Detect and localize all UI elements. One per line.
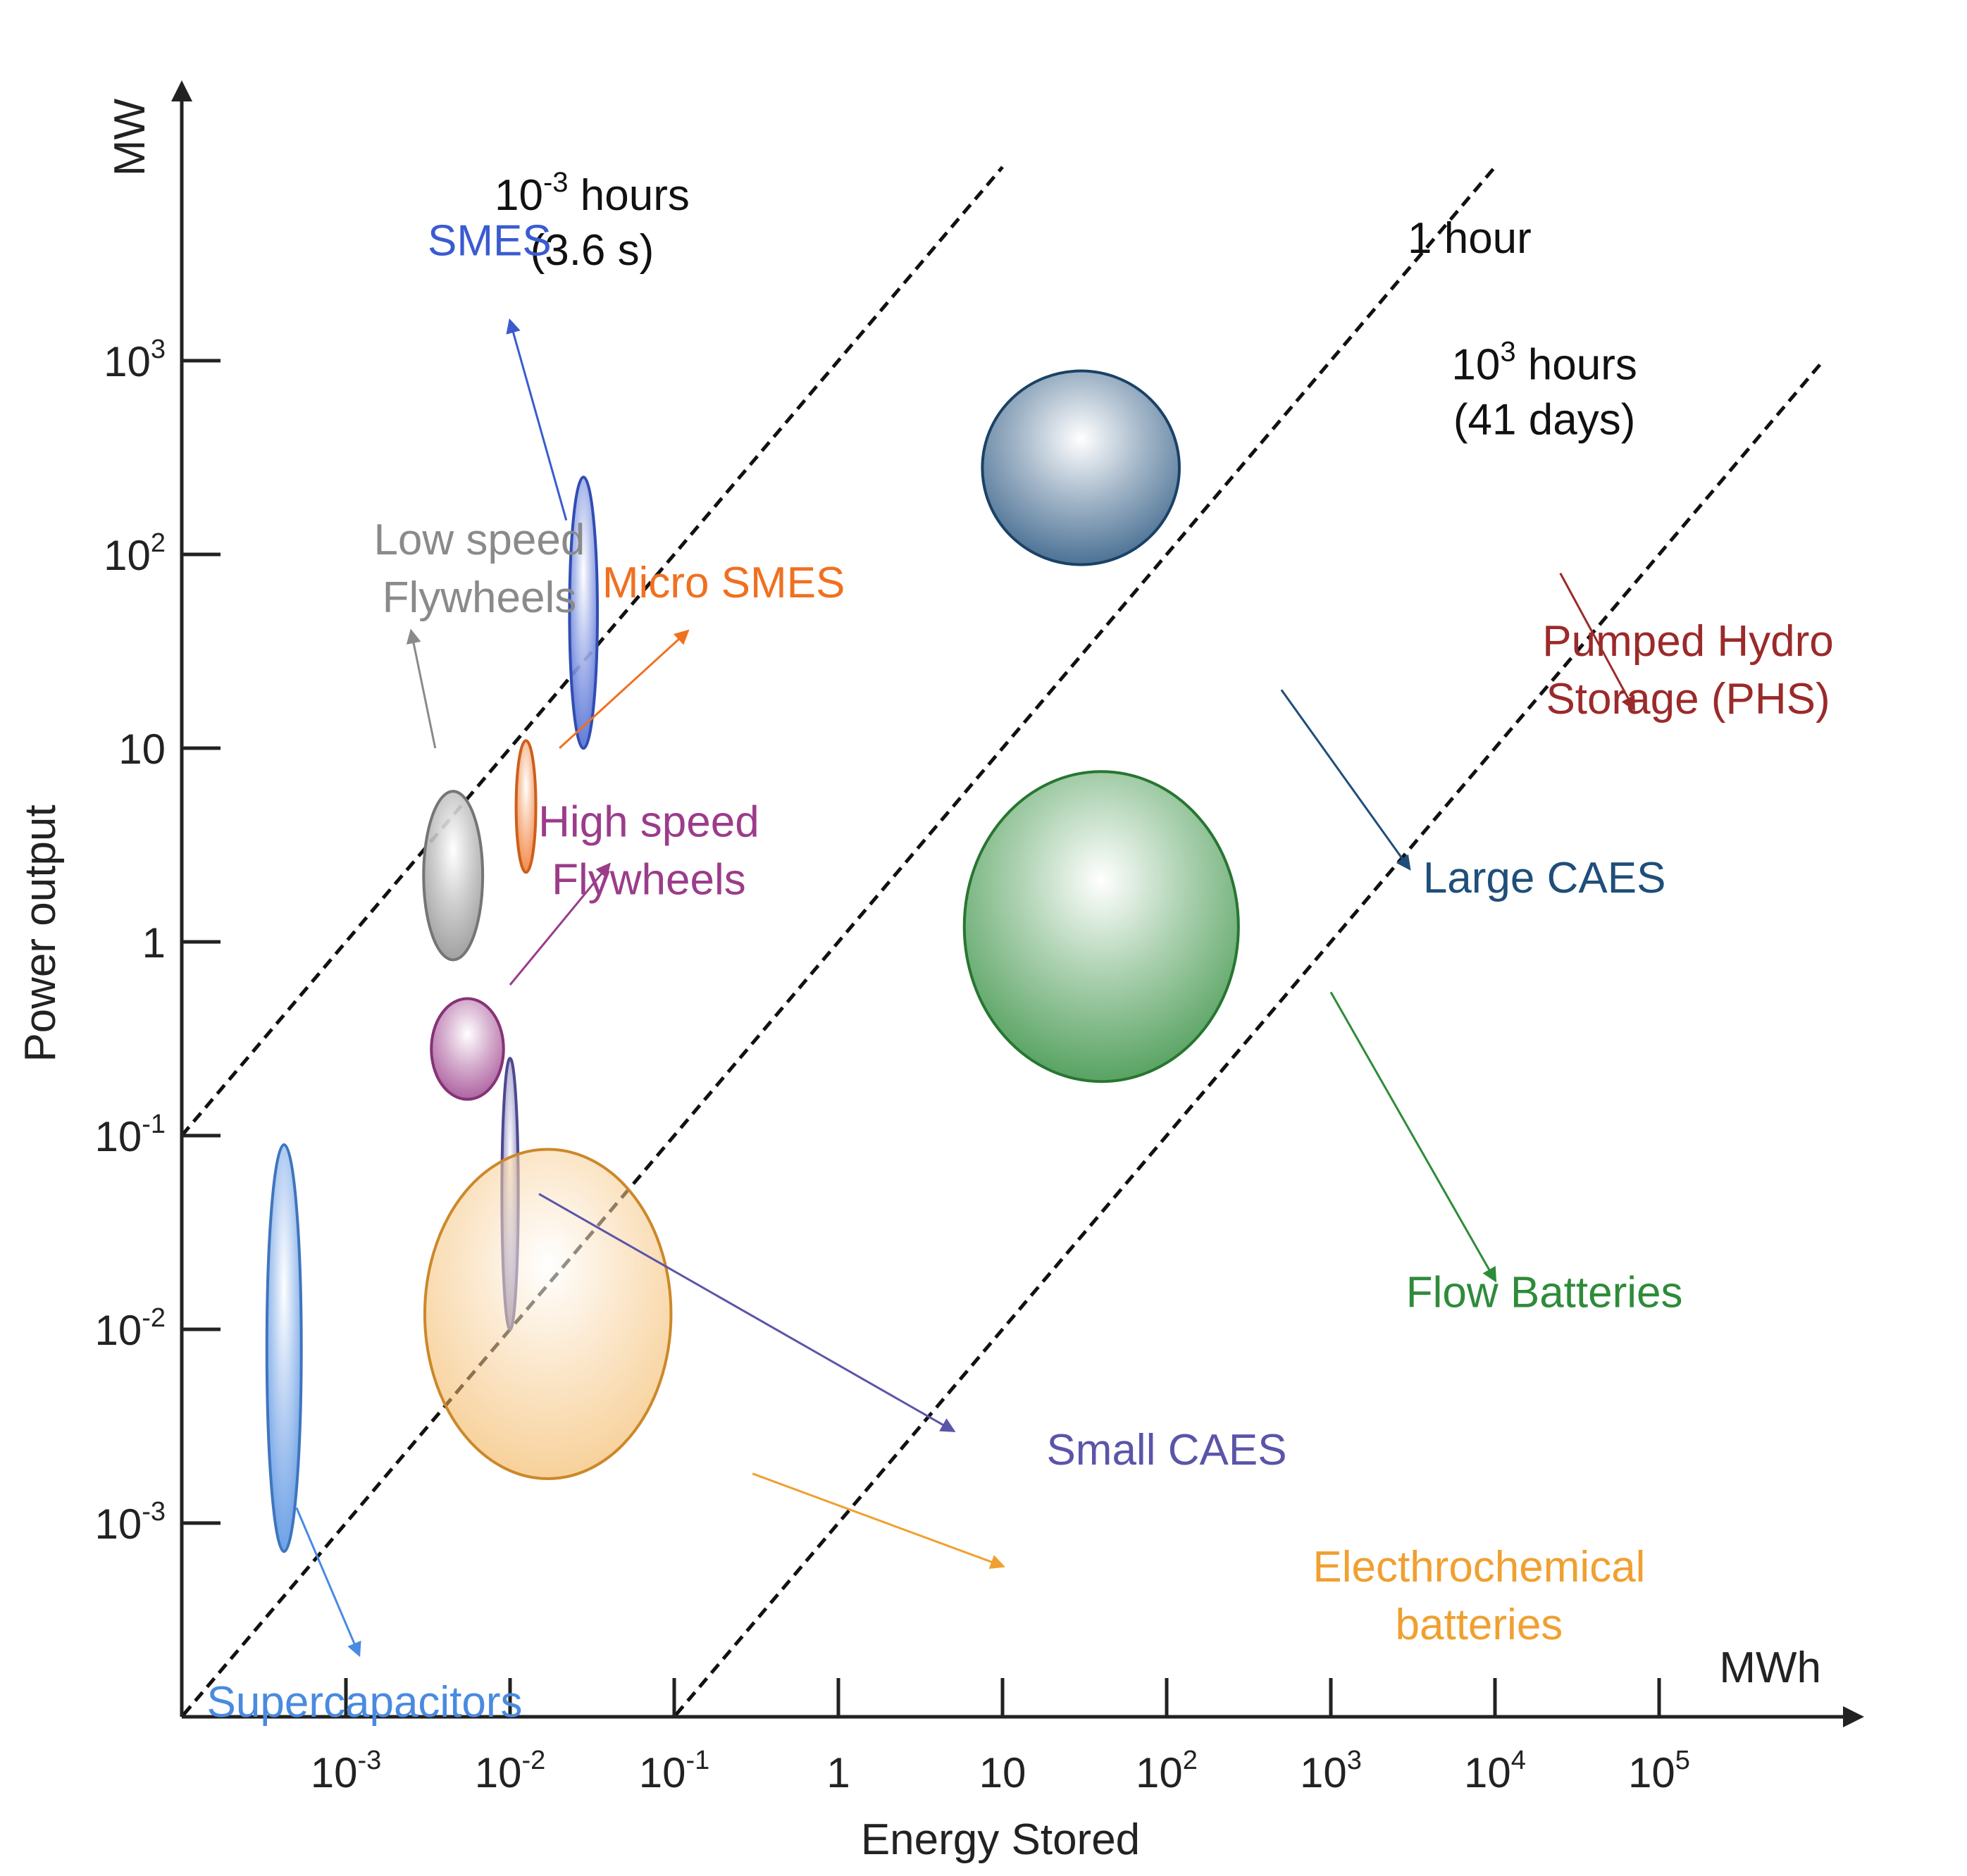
region-smes (568, 476, 599, 750)
x-tick-label: 10 (979, 1749, 1026, 1796)
duration-label: 10-3 hours (495, 167, 690, 220)
label-smes: SMES (428, 216, 552, 265)
label-micro-smes: Micro SMES (602, 559, 845, 607)
label-pumped-hydro-storage-phs: Storage (PHS) (1546, 675, 1830, 723)
label-electhrochemical-batteries: batteries (1396, 1601, 1563, 1649)
leader-pumped-hydro-storage-phs (1559, 572, 1635, 712)
region-flow-batteries (962, 770, 1240, 1083)
duration-line (674, 359, 1825, 1716)
y-tick-label: 1 (142, 919, 166, 967)
leader-micro-smes (559, 629, 690, 750)
leader-arrows-layer (295, 318, 1635, 1658)
x-tick-label: 102 (1136, 1746, 1198, 1796)
region-large-caes (981, 369, 1181, 566)
duration-line (182, 166, 1496, 1716)
x-tick-label: 10-2 (475, 1746, 546, 1796)
tick-layer: 10-3 10-2 10-1 1 10 102 103 104 105 10-3 10-2 10-1 1… (94, 335, 1689, 1796)
x-tick-label: 10-1 (639, 1746, 710, 1796)
region-electhrochemical-batteries (423, 1148, 673, 1480)
label-low-speed-flywheels: Low speed (373, 516, 585, 564)
x-tick-label: 103 (1300, 1746, 1362, 1796)
label-electhrochemical-batteries: Electhrochemical (1313, 1543, 1645, 1591)
labels-layer: 10-3 hours (3.6 s) 1 hour 103 hours (41 days… (207, 167, 1834, 1727)
leader-large-caes (1280, 689, 1411, 871)
x-axis-title: Energy Stored (861, 1815, 1140, 1864)
label-large-caes: Large CAES (1423, 854, 1666, 902)
region-supercapacitors (265, 1143, 303, 1553)
x-tick-label: 1 (826, 1749, 850, 1796)
technology-regions-layer (265, 369, 1240, 1553)
region-high-speed-flywheels (430, 997, 505, 1101)
leader-low-speed-flywheels (406, 628, 437, 749)
duration-label: 103 hours (1451, 337, 1637, 390)
label-supercapacitors: Supercapacitors (207, 1678, 523, 1727)
y-tick-label: 10-3 (94, 1497, 166, 1548)
leader-electhrochemical-batteries (752, 1472, 1005, 1570)
leader-small-caes (538, 1193, 956, 1432)
x-tick-label: 104 (1464, 1746, 1526, 1796)
label-high-speed-flywheels: Flywheels (552, 855, 746, 904)
leader-flow-batteries (1329, 991, 1497, 1283)
axes-layer: Energy Stored MWh Power output MW (16, 80, 1864, 1864)
region-low-speed-flywheels (422, 790, 485, 962)
x-tick-label: 105 (1628, 1746, 1690, 1796)
duration-label: (41 days) (1453, 396, 1635, 445)
y-tick-label: 10-2 (94, 1303, 166, 1354)
duration-label: (3.6 s) (530, 226, 654, 275)
y-tick-label: 10-1 (94, 1110, 166, 1160)
leader-supercapacitors (295, 1507, 361, 1658)
y-axis-title: Power output (16, 805, 65, 1062)
label-small-caes: Small CAES (1046, 1426, 1286, 1474)
label-low-speed-flywheels: Flywheels (383, 573, 577, 622)
label-flow-batteries: Flow Batteries (1406, 1269, 1683, 1317)
leader-high-speed-flywheels (509, 862, 611, 986)
x-axis-unit: MWh (1719, 1644, 1821, 1692)
duration-lines-layer (180, 166, 1825, 1716)
region-micro-smes (514, 739, 538, 874)
y-tick-label: 103 (104, 335, 166, 385)
x-tick-label: 10-3 (311, 1746, 382, 1796)
label-high-speed-flywheels: High speed (538, 797, 759, 846)
y-axis-unit: MW (106, 98, 154, 176)
y-tick-label: 102 (104, 528, 166, 579)
label-pumped-hydro-storage-phs: Pumped Hydro (1542, 617, 1834, 666)
duration-label: 1 hour (1408, 214, 1532, 263)
y-tick-label: 10 (118, 726, 166, 773)
leader-smes (506, 318, 568, 521)
duration-line (180, 166, 1004, 1137)
